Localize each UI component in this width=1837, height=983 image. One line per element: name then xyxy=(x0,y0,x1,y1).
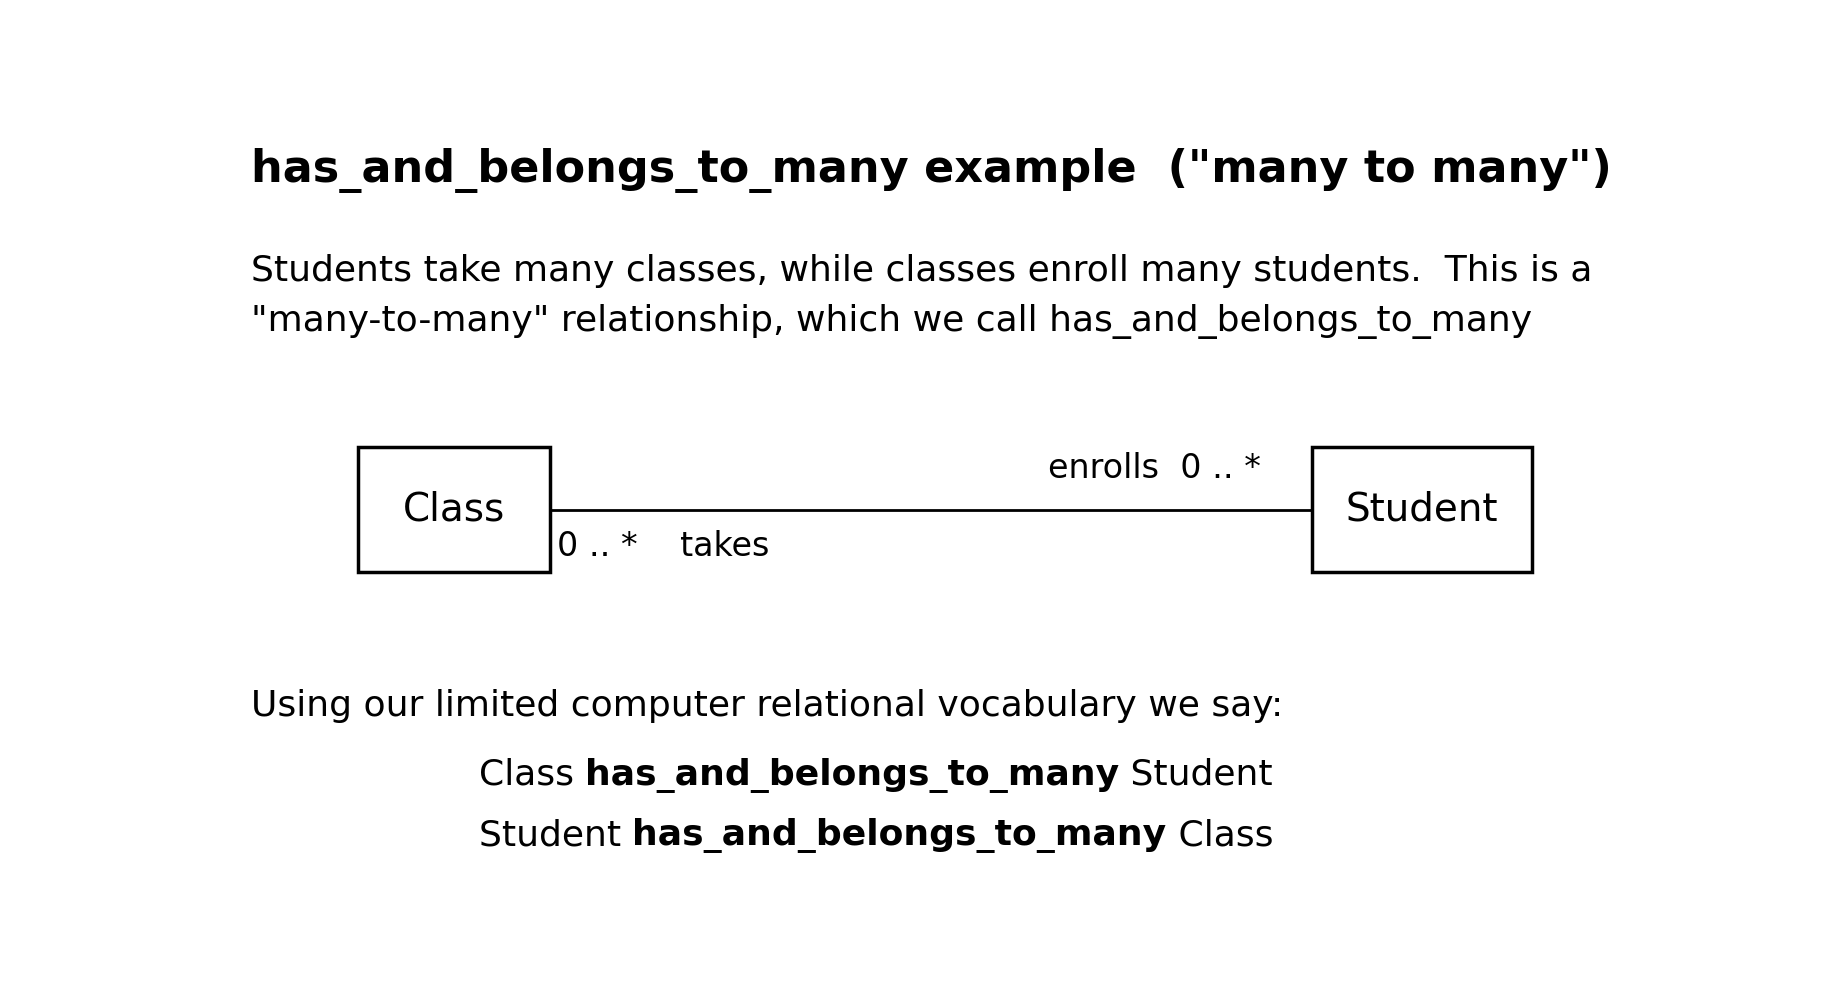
Text: Class: Class xyxy=(479,758,586,791)
Text: Student: Student xyxy=(479,818,632,852)
Text: Student: Student xyxy=(1347,491,1499,529)
Text: Class: Class xyxy=(402,491,505,529)
Text: Class: Class xyxy=(1166,818,1273,852)
Text: has_and_belongs_to_many: has_and_belongs_to_many xyxy=(632,818,1166,853)
Text: has_and_belongs_to_many: has_and_belongs_to_many xyxy=(586,758,1119,792)
Text: Students take many classes, while classes enroll many students.  This is a
"many: Students take many classes, while classe… xyxy=(252,255,1593,339)
FancyBboxPatch shape xyxy=(1312,447,1532,572)
Text: has_and_belongs_to_many example  ("many to many"): has_and_belongs_to_many example ("many t… xyxy=(252,148,1611,194)
Text: Student: Student xyxy=(1119,758,1273,791)
FancyBboxPatch shape xyxy=(358,447,549,572)
Text: 0 .. *    takes: 0 .. * takes xyxy=(557,531,770,563)
Text: enrolls  0 .. *: enrolls 0 .. * xyxy=(1049,452,1262,485)
Text: Using our limited computer relational vocabulary we say:: Using our limited computer relational vo… xyxy=(252,689,1284,723)
